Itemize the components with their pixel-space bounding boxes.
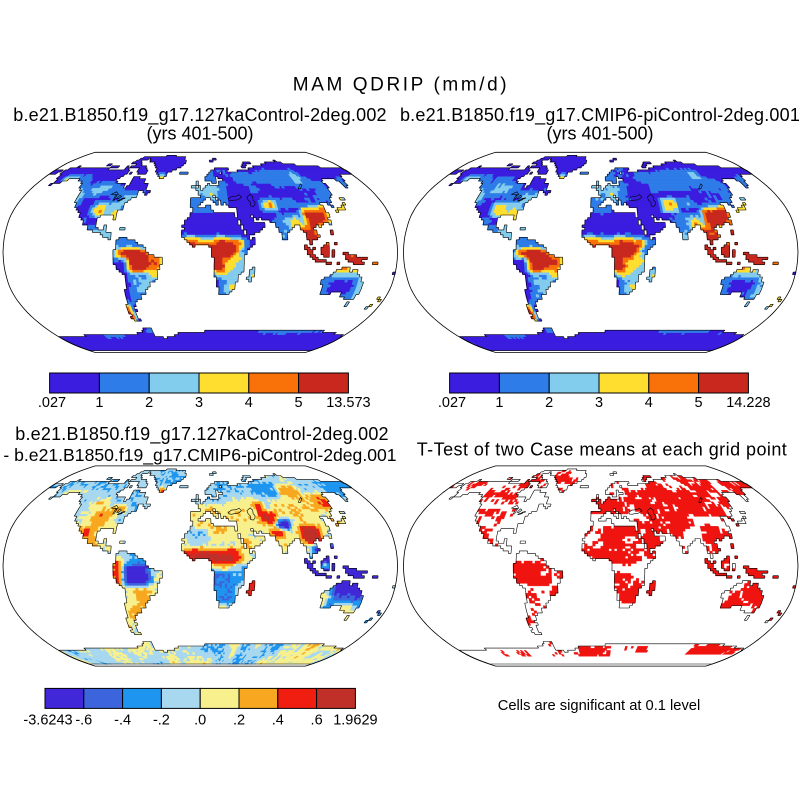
svg-text:.0: .0	[194, 713, 206, 729]
svg-text:1: 1	[95, 395, 103, 411]
svg-text:14.228: 14.228	[726, 395, 770, 411]
svg-text:2: 2	[545, 395, 553, 411]
svg-text:.027: .027	[438, 395, 466, 411]
svg-text:(yrs 401-500): (yrs 401-500)	[546, 124, 653, 144]
svg-text:-.2: -.2	[153, 713, 170, 729]
svg-text:3: 3	[195, 395, 203, 411]
svg-text:MAM QDRIP (mm/d): MAM QDRIP (mm/d)	[293, 75, 509, 96]
svg-text:3: 3	[595, 395, 603, 411]
svg-text:2: 2	[145, 395, 153, 411]
svg-text:Cells are significant at 0.1 l: Cells are significant at 0.1 level	[498, 698, 700, 714]
svg-text:- b.e21.B1850.f19_g17.CMIP6-pi: - b.e21.B1850.f19_g17.CMIP6-piControl-2d…	[3, 445, 396, 466]
svg-text:1.9629: 1.9629	[333, 713, 377, 729]
svg-text:4: 4	[645, 395, 653, 411]
svg-text:b.e21.B1850.f19_g17.127kaContr: b.e21.B1850.f19_g17.127kaControl-2deg.00…	[13, 105, 387, 126]
svg-text:.6: .6	[311, 713, 323, 729]
svg-text:-.4: -.4	[114, 713, 131, 729]
svg-text:(yrs 401-500): (yrs 401-500)	[146, 124, 253, 144]
svg-text:-3.6243: -3.6243	[23, 713, 72, 729]
svg-text:.2: .2	[233, 713, 245, 729]
svg-text:5: 5	[295, 395, 303, 411]
svg-text:b.e21.B1850.f19_g17.CMIP6-piCo: b.e21.B1850.f19_g17.CMIP6-piControl-2deg…	[400, 105, 800, 126]
svg-text:T-Test of two Case means at ea: T-Test of two Case means at each grid po…	[417, 440, 788, 460]
svg-text:4: 4	[245, 395, 253, 411]
svg-text:.027: .027	[38, 395, 66, 411]
svg-text:1: 1	[495, 395, 503, 411]
svg-text:13.573: 13.573	[326, 395, 370, 411]
svg-text:.4: .4	[272, 713, 284, 729]
svg-text:5: 5	[695, 395, 703, 411]
svg-text:b.e21.B1850.f19_g17.127kaContr: b.e21.B1850.f19_g17.127kaControl-2deg.00…	[15, 424, 389, 445]
svg-text:-.6: -.6	[75, 713, 92, 729]
